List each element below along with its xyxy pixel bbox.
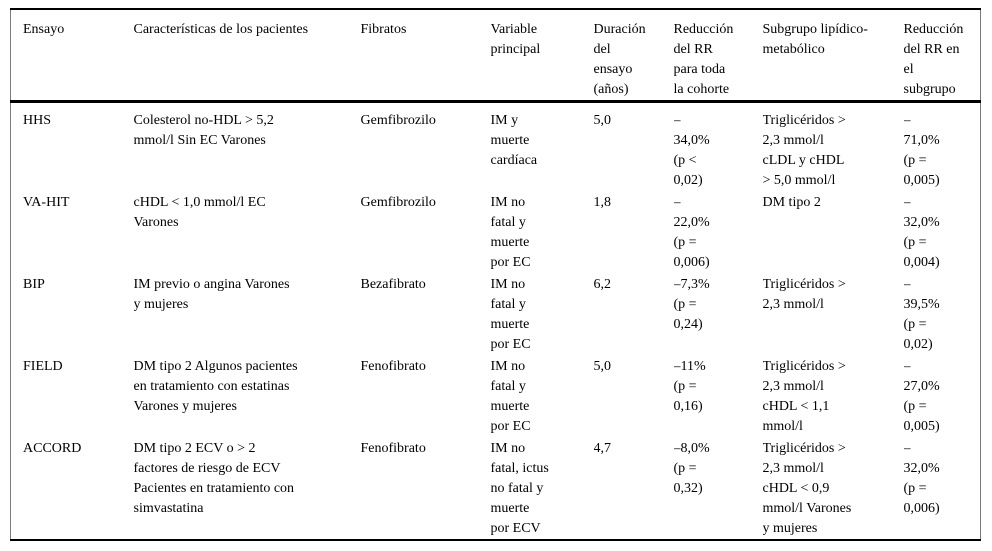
cell-fibrate: Fenofibrato bbox=[360, 441, 426, 456]
cell-primary-endpoint: IM no fatal y muerte por EC bbox=[490, 359, 531, 434]
cell-subgroup: Triglicéridos > 2,3 mmol/l cHDL < 0,9 mm… bbox=[762, 441, 852, 536]
cell-rr-reduction-cohort: – 22,0% (p = 0,006) bbox=[673, 195, 710, 270]
cell-trial: ACCORD bbox=[23, 441, 82, 456]
cell-trial: VA-HIT bbox=[23, 195, 70, 210]
cell-primary-endpoint: IM y muerte cardíaca bbox=[490, 113, 538, 168]
cell-characteristics: DM tipo 2 ECV o > 2 factores de riesgo d… bbox=[133, 441, 295, 516]
cell-subgroup: Triglicéridos > 2,3 mmol/l bbox=[762, 277, 846, 312]
cell-primary-endpoint: IM no fatal, ictus no fatal y muerte por… bbox=[490, 441, 549, 536]
cell-fibrate: Gemfibrozilo bbox=[360, 113, 436, 128]
cell-rr-reduction-subgroup: – 71,0% (p = 0,005) bbox=[903, 113, 940, 188]
cell-duration: 6,2 bbox=[593, 277, 612, 292]
cell-fibrate: Gemfibrozilo bbox=[360, 195, 436, 210]
cell-trial: HHS bbox=[23, 113, 52, 128]
cell-rr-reduction-subgroup: – 27,0% (p = 0,005) bbox=[903, 359, 940, 434]
table-body: HHS Colesterol no-HDL > 5,2 mmol/l Sin E… bbox=[11, 102, 981, 541]
cell-duration: 5,0 bbox=[593, 359, 612, 374]
table-row-hhs: HHS Colesterol no-HDL > 5,2 mmol/l Sin E… bbox=[11, 102, 981, 192]
cell-trial: BIP bbox=[23, 277, 45, 292]
cell-rr-reduction-cohort: – 34,0% (p < 0,02) bbox=[673, 113, 710, 188]
cell-characteristics: cHDL < 1,0 mmol/l EC Varones bbox=[133, 195, 266, 230]
cell-characteristics: Colesterol no-HDL > 5,2 mmol/l Sin EC Va… bbox=[133, 113, 274, 148]
column-header-ensayo: Ensayo bbox=[10, 9, 134, 103]
column-header-duracion: Duración del ensayo (años) bbox=[593, 9, 674, 103]
cell-primary-endpoint: IM no fatal y muerte por EC bbox=[490, 195, 531, 270]
column-header-reduccion-rr-subgrupo: Reducción del RR en el subgrupo bbox=[903, 9, 981, 103]
cell-duration: 5,0 bbox=[593, 113, 612, 128]
cell-subgroup: DM tipo 2 bbox=[762, 195, 821, 210]
table-header: Ensayo Características de los pacientes … bbox=[10, 9, 981, 103]
column-header-caracteristicas: Características de los pacientes bbox=[133, 9, 361, 103]
cell-rr-reduction-cohort: –11% (p = 0,16) bbox=[673, 359, 706, 414]
table-row-va-hit: VA-HIT cHDL < 1,0 mmol/l EC Varones Gemf… bbox=[11, 191, 981, 273]
cell-characteristics: DM tipo 2 Algunos pacientes en tratamien… bbox=[133, 359, 298, 414]
cell-subgroup: Triglicéridos > 2,3 mmol/l cHDL < 1,1 mm… bbox=[762, 359, 846, 434]
cell-rr-reduction-cohort: –7,3% (p = 0,24) bbox=[673, 277, 710, 332]
cell-subgroup: Triglicéridos > 2,3 mmol/l cLDL y cHDL >… bbox=[762, 113, 846, 188]
table-row-field: FIELD DM tipo 2 Algunos pacientes en tra… bbox=[11, 355, 981, 437]
cell-rr-reduction-cohort: –8,0% (p = 0,32) bbox=[673, 441, 710, 496]
cell-duration: 1,8 bbox=[593, 195, 612, 210]
table-row-bip: BIP IM previo o angina Varones y mujeres… bbox=[11, 273, 981, 355]
column-header-subgrupo: Subgrupo lipídico- metabólico bbox=[762, 9, 904, 103]
cell-duration: 4,7 bbox=[593, 441, 612, 456]
cell-fibrate: Bezafibrato bbox=[360, 277, 426, 292]
cell-rr-reduction-subgroup: – 39,5% (p = 0,02) bbox=[903, 277, 940, 352]
table-row-accord: ACCORD DM tipo 2 ECV o > 2 factores de r… bbox=[11, 437, 981, 540]
cell-rr-reduction-subgroup: – 32,0% (p = 0,004) bbox=[903, 195, 940, 270]
cell-rr-reduction-subgroup: – 32,0% (p = 0,006) bbox=[903, 441, 940, 516]
cell-characteristics: IM previo o angina Varones y mujeres bbox=[133, 277, 290, 312]
cell-fibrate: Fenofibrato bbox=[360, 359, 426, 374]
cell-trial: FIELD bbox=[23, 359, 63, 374]
column-header-variable-principal: Variable principal bbox=[490, 9, 594, 103]
cell-primary-endpoint: IM no fatal y muerte por EC bbox=[490, 277, 531, 352]
column-header-fibratos: Fibratos bbox=[360, 9, 491, 103]
header-row: Ensayo Características de los pacientes … bbox=[10, 9, 981, 103]
fibrate-trials-table: Ensayo Características de los pacientes … bbox=[10, 8, 981, 541]
column-header-reduccion-rr-cohorte: Reducción del RR para toda la cohorte bbox=[673, 9, 763, 103]
